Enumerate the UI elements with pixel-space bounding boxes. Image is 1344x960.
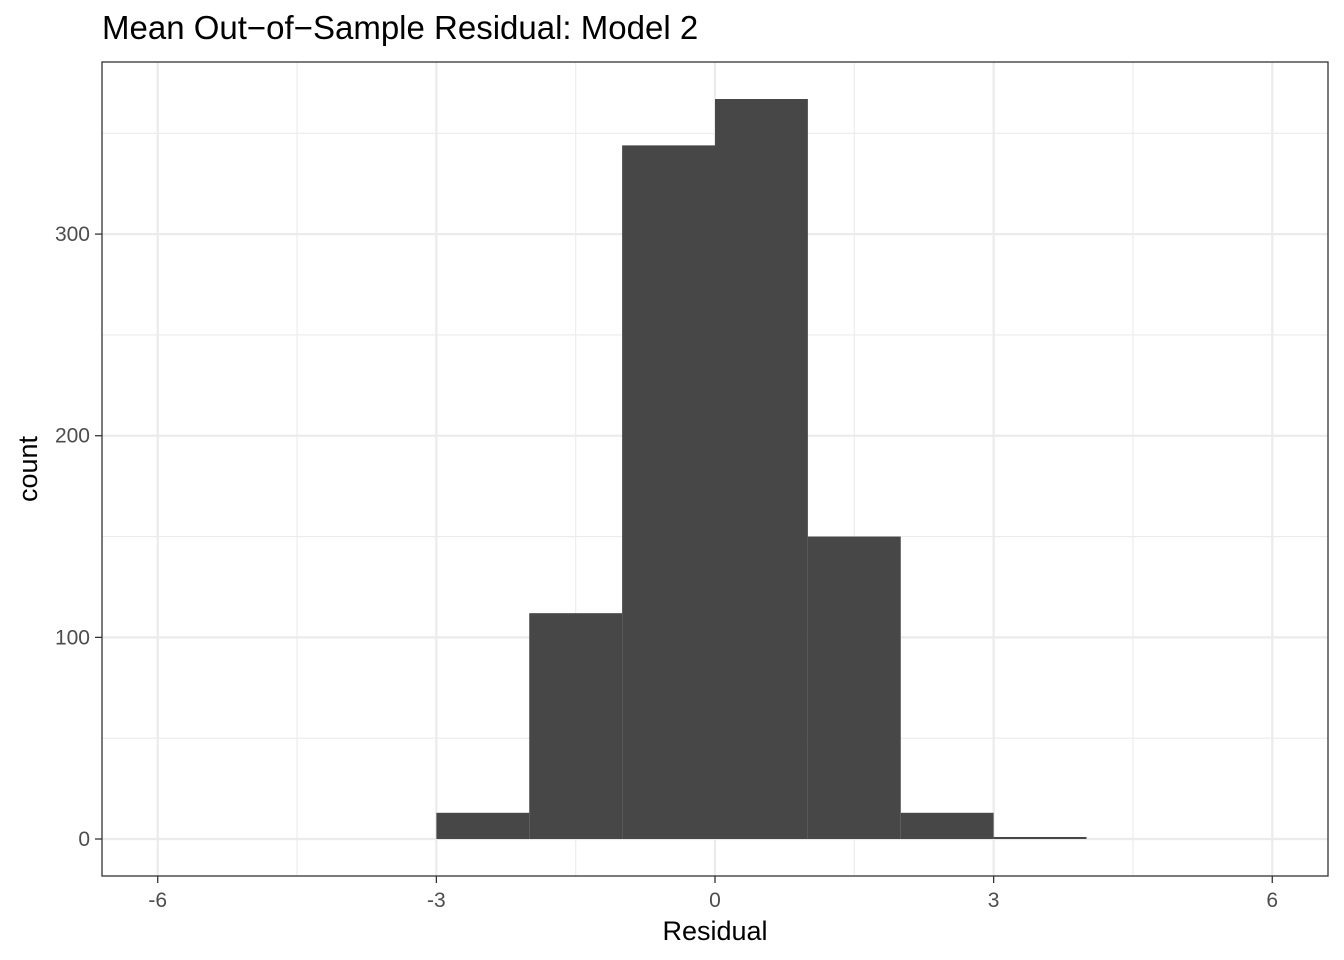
bars (436, 99, 1087, 839)
x-tick-label: -3 (427, 889, 446, 912)
x-tick-label: 3 (988, 889, 1000, 912)
x-tick-label: 6 (1266, 889, 1278, 912)
x-axis: -6 -3 0 3 6 (148, 876, 1278, 912)
x-tick-label: 0 (709, 889, 721, 912)
chart-title: Mean Out−of−Sample Residual: Model 2 (102, 9, 698, 46)
y-tick-label: 100 (55, 626, 90, 649)
x-tick-label: -6 (148, 889, 167, 912)
histogram-bar (436, 812, 530, 839)
histogram-bar (715, 99, 808, 839)
y-tick-label: 0 (78, 828, 90, 851)
y-tick-label: 300 (55, 223, 90, 246)
histogram-bar (529, 613, 623, 839)
y-tick-label: 200 (55, 425, 90, 448)
histogram-bar (622, 145, 715, 839)
y-axis-title: count (13, 435, 43, 502)
histogram-bar (900, 812, 994, 839)
histogram-bar (993, 836, 1087, 839)
y-axis: 0 100 200 300 (55, 223, 102, 851)
x-axis-title: Residual (662, 916, 767, 946)
histogram-bar (807, 536, 901, 839)
